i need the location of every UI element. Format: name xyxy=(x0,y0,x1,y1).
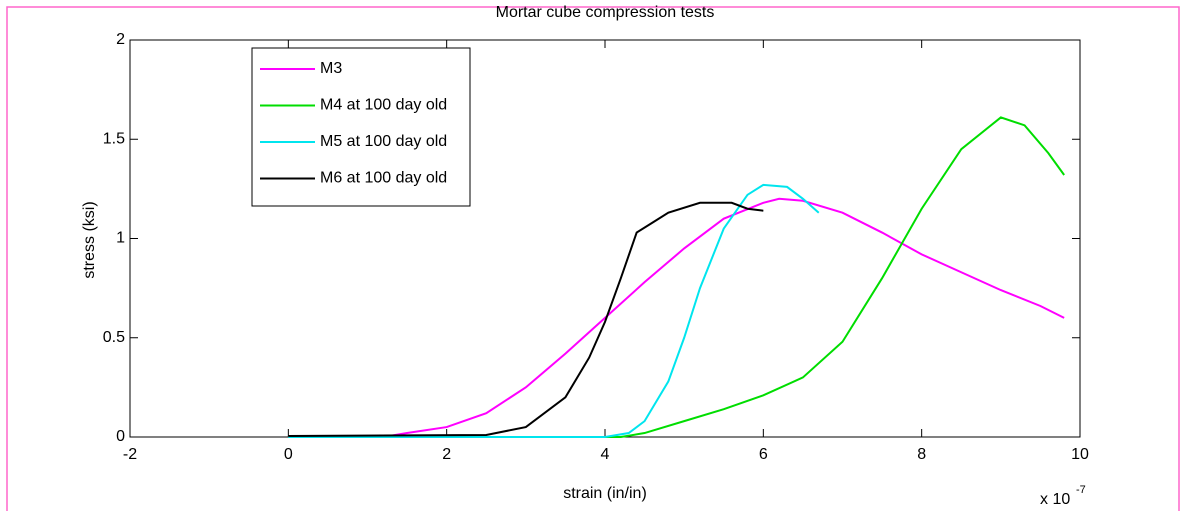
x-tick-label: 8 xyxy=(917,446,926,463)
y-tick-label: 1.5 xyxy=(103,130,125,147)
legend-label: M6 at 100 day old xyxy=(320,170,447,187)
series-line xyxy=(288,116,1065,438)
y-tick-label: 0 xyxy=(116,428,125,445)
series-line xyxy=(288,183,820,438)
legend-label: M4 at 100 day old xyxy=(320,97,447,114)
x-tick-label: 2 xyxy=(442,446,451,463)
series-line xyxy=(288,197,1065,438)
x-axis-label: strain (in/in) xyxy=(563,485,647,502)
legend-label: M3 xyxy=(320,60,342,77)
y-tick-label: 2 xyxy=(116,31,125,48)
x-tick-label: 4 xyxy=(601,446,610,463)
legend-label: M5 at 100 day old xyxy=(320,133,447,150)
x-tick-label: 6 xyxy=(759,446,768,463)
y-tick-label: 1 xyxy=(116,230,125,247)
y-axis-label: stress (ksi) xyxy=(81,201,98,278)
figure-border xyxy=(6,6,1180,511)
x-exponent: -7 xyxy=(1076,484,1086,496)
legend-box xyxy=(251,47,471,207)
x-tick-label: 0 xyxy=(284,446,293,463)
x-tick-label: -2 xyxy=(123,446,137,463)
x-tick-label: 10 xyxy=(1071,446,1089,463)
chart-title: Mortar cube compression tests xyxy=(496,4,715,21)
series-line xyxy=(288,201,764,438)
y-tick-label: 0.5 xyxy=(103,329,125,346)
x-multiplier: x 10 xyxy=(1040,491,1070,508)
